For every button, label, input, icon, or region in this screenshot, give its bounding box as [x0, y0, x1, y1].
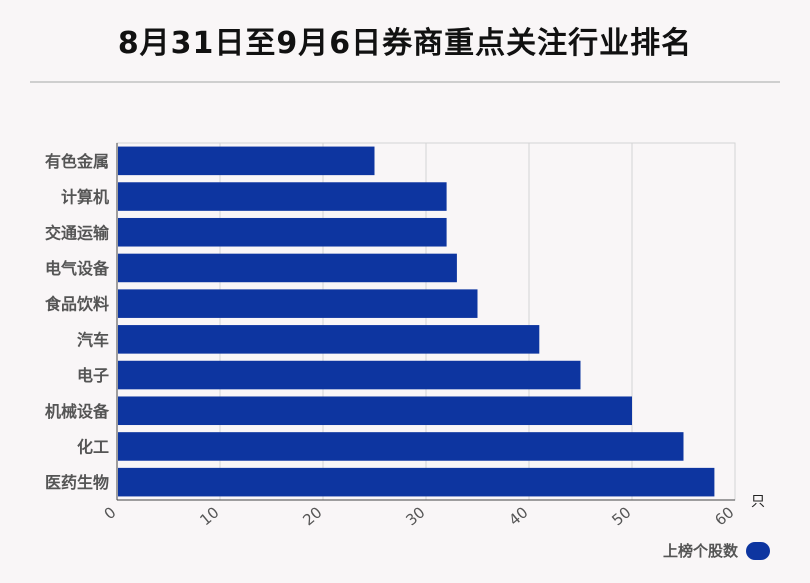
x-tick-label: 30 — [402, 503, 428, 529]
category-label: 汽车 — [77, 330, 109, 349]
x-tick-label: 50 — [608, 503, 634, 529]
category-label: 化工 — [77, 437, 109, 456]
bar — [118, 217, 447, 247]
x-tick-label: 60 — [711, 503, 737, 529]
chart-title: 8月31日至9月6日券商重点关注行业排名 — [117, 26, 693, 61]
bar — [118, 432, 684, 461]
bar — [118, 253, 457, 283]
legend-label: 上榜个股数 — [662, 542, 738, 560]
bar — [118, 360, 581, 390]
legend-swatch — [746, 541, 770, 560]
bar — [118, 289, 478, 318]
x-tick-label: 40 — [505, 503, 531, 529]
category-label: 有色金属 — [45, 152, 109, 171]
category-label: 电气设备 — [45, 259, 110, 278]
bar — [118, 396, 632, 426]
bar — [118, 182, 447, 211]
bar — [118, 146, 375, 176]
category-label: 电子 — [77, 366, 109, 385]
category-label: 机械设备 — [45, 402, 110, 421]
legend: 上榜个股数 — [663, 540, 770, 561]
category-label: 医药生物 — [45, 473, 109, 492]
x-tick-label: 10 — [196, 503, 222, 529]
category-label: 交通运输 — [45, 223, 110, 242]
bar — [118, 325, 540, 354]
title-divider — [30, 81, 780, 83]
x-tick-label: 20 — [299, 503, 325, 529]
x-tick-label: 0 — [101, 503, 120, 523]
bar — [118, 467, 715, 497]
category-label: 食品饮料 — [44, 295, 109, 314]
x-unit-label: 只 — [751, 494, 765, 510]
category-label: 计算机 — [61, 188, 109, 207]
